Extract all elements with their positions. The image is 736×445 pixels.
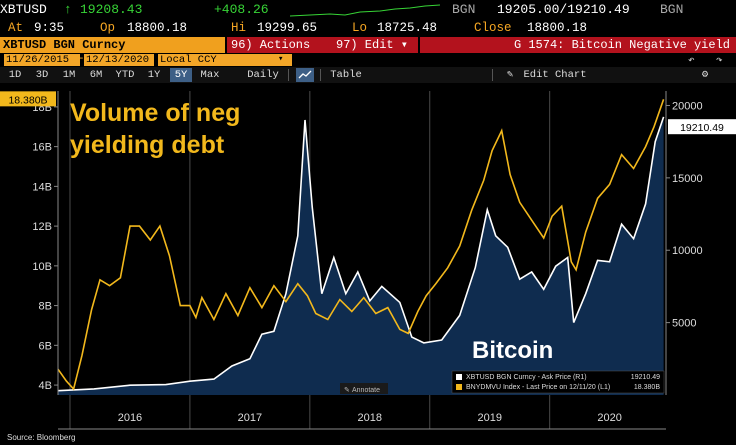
legend-swatch — [456, 384, 462, 390]
range-button-ytd[interactable]: YTD — [115, 69, 135, 81]
last-value-left-badge — [0, 91, 56, 107]
x-tick-label: 2017 — [238, 412, 262, 424]
end-date-field[interactable]: 12/13/2020 — [84, 54, 154, 66]
annotation-volume-line2: yielding debt — [70, 131, 225, 159]
open-value: 18800.18 — [127, 21, 188, 35]
legend-swatch — [456, 374, 462, 380]
right-tick-label: 15000 — [672, 173, 703, 185]
date-options-bar: 11/26/2015 12/13/2020 - Local CCY ▾ ↶ ↷ — [0, 53, 736, 67]
x-tick-label: 2019 — [477, 412, 501, 424]
annotate-button: Annotate — [352, 387, 380, 394]
right-tick-label: 20000 — [672, 100, 703, 112]
annotate-button-bg — [340, 383, 388, 394]
low-label: Lo — [352, 21, 368, 35]
legend-value: 19210.49 — [631, 374, 660, 381]
chart-svg: 4B6B8B10B12B14B16B18B5000100001500020000… — [0, 91, 736, 430]
left-tick-label: 8B — [39, 301, 52, 313]
left-tick-label: 10B — [32, 261, 52, 273]
left-tick-label: 6B — [39, 340, 52, 352]
high-value: 19299.65 — [257, 21, 318, 35]
divider — [320, 69, 321, 81]
last-price: 19208.43 — [80, 2, 143, 17]
left-tick-label: 12B — [32, 221, 52, 233]
edit-chart-button[interactable]: Edit Chart — [523, 69, 587, 81]
chevron-down-icon: ▾ — [278, 54, 284, 64]
divider — [288, 69, 289, 81]
up-arrow-icon: ↑ — [64, 2, 72, 17]
ticker-bar: XBTUSD ↑ 19208.43 +408.26 BGN 19205.00/1… — [0, 0, 736, 20]
time-label: At — [8, 21, 24, 35]
divider — [492, 69, 493, 81]
source-label-2: BGN — [660, 2, 684, 17]
line-chart-icon[interactable] — [296, 68, 314, 82]
price-change: +408.26 — [214, 2, 269, 17]
x-tick-label: 2020 — [597, 412, 621, 424]
footer: Source: Bloomberg — [0, 433, 736, 445]
close-label: Close — [474, 21, 512, 35]
x-tick-label: 2016 — [118, 412, 142, 424]
frequency-dropdown[interactable]: Daily ▾ — [247, 69, 279, 95]
left-tick-label: 4B — [39, 380, 52, 392]
legend-label: BNYDMVU Index - Last Price on 12/11/20 (… — [466, 384, 610, 391]
range-button-max[interactable]: Max — [200, 69, 220, 81]
last-value-right-label: 19210.49 — [680, 122, 724, 134]
range-button-6m[interactable]: 6M — [89, 69, 103, 81]
last-value-left-label: 18.380B — [8, 94, 47, 106]
legend-value: 18.380B — [634, 384, 660, 391]
range-button-3d[interactable]: 3D — [35, 69, 49, 81]
security-field[interactable]: XBTUSD BGN Curncy — [0, 37, 225, 53]
legend-label: XBTUSD BGN Curncy - Ask Price (R1) — [466, 374, 587, 381]
low-value: 18725.48 — [377, 21, 438, 35]
actions-menu-button[interactable]: 96) Actions ▾ — [227, 37, 324, 68]
redo-icon[interactable]: ↷ — [716, 55, 723, 67]
source-label-1: BGN — [452, 2, 476, 17]
right-tick-label: 10000 — [672, 245, 703, 257]
left-tick-label: 14B — [32, 181, 52, 193]
right-tick-label: 5000 — [672, 318, 696, 330]
last-value-right-badge — [668, 119, 736, 135]
bitcoin-area — [58, 116, 664, 396]
date-separator: - — [78, 53, 85, 65]
legend-box — [451, 370, 665, 394]
source-footnote: Source: Bloomberg — [7, 433, 76, 442]
range-toolbar: 1D 3D 1M 6M YTD 1Y 5Y Max Daily ▾ Table ✎ Edit … — [0, 67, 736, 95]
ticker-symbol[interactable]: XBTUSD — [0, 2, 47, 17]
quote-bar: At 9:35 Op 18800.18 Hi 19299.65 Lo 18725… — [0, 20, 736, 37]
range-button-1y[interactable]: 1Y — [147, 69, 161, 81]
start-date-field[interactable]: 11/26/2015 — [4, 54, 80, 66]
close-value: 18800.18 — [527, 21, 588, 35]
settings-gear-icon[interactable]: ⚙ — [701, 69, 709, 81]
pencil-icon[interactable]: ✎ — [506, 69, 514, 81]
bitcoin-line — [57, 116, 665, 392]
annotation-volume-line1: Volume of neg — [70, 99, 240, 127]
edit-menu-button[interactable]: 97) Edit ▾ — [324, 37, 418, 53]
chart-area[interactable]: 4B 6B 8B 10B 12B 14B 16B 18B 5000 10000 15000 20000… — [0, 83, 736, 433]
currency-dropdown[interactable]: Local CCY — [158, 54, 292, 66]
table-button[interactable]: Table — [330, 69, 362, 81]
chart-title: G 1574: Bitcoin Negative yield — [420, 37, 736, 53]
range-button-1m[interactable]: 1M — [62, 69, 76, 81]
bid-ask: 19205.00/19210.49 — [497, 2, 630, 17]
range-button-5y[interactable]: 5Y — [170, 68, 192, 82]
high-label: Hi — [231, 21, 247, 35]
undo-icon[interactable]: ↶ — [688, 55, 695, 67]
range-button-1d[interactable]: 1D — [8, 69, 22, 81]
pencil-small-icon: ✎ — [344, 387, 350, 394]
left-tick-label: 16B — [32, 142, 52, 154]
sparkline — [290, 4, 440, 17]
open-label: Op — [100, 21, 116, 35]
time-value: 9:35 — [34, 21, 65, 35]
annotation-bitcoin: Bitcoin — [472, 337, 553, 364]
menu-bar: XBTUSD BGN Curncy 96) Actions ▾ 97) Edit… — [0, 37, 736, 68]
neg-yield-line — [57, 99, 665, 391]
x-tick-label: 2018 — [358, 412, 382, 424]
